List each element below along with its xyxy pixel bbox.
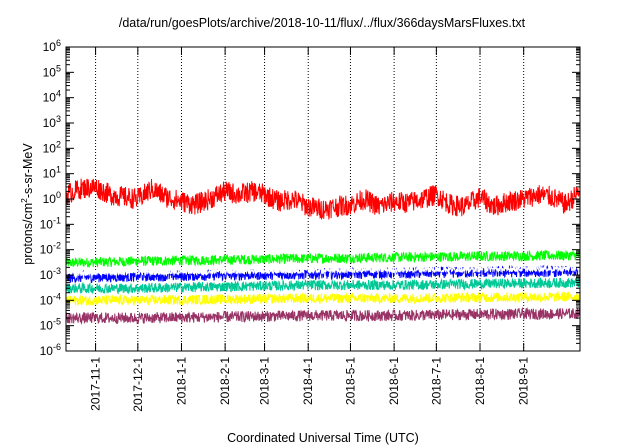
y-tick-label: 101 <box>43 165 61 181</box>
y-axis-label-base: protons/cm <box>21 203 35 265</box>
y-axis-label: protons/cm2-s-sr-MeV <box>19 143 35 265</box>
series-line <box>65 277 581 295</box>
y-tick-label: 10-2 <box>40 241 61 257</box>
x-tick-label: 2018-7-1 <box>429 357 443 405</box>
y-tick-label: 105 <box>43 63 61 79</box>
x-tick-label: 2017-12-1 <box>131 357 145 412</box>
y-tick-label: 10-1 <box>40 215 61 231</box>
series-line <box>65 178 581 221</box>
series-line <box>65 263 581 278</box>
series-layer <box>65 178 581 325</box>
y-tick-label: 10-3 <box>40 266 61 282</box>
x-tick-label: 2018-2-1 <box>218 357 232 405</box>
chart-title: /data/run/goesPlots/archive/2018-10-11/f… <box>119 16 526 30</box>
y-tick-label: 106 <box>43 38 61 54</box>
x-tick-label: 2018-5-1 <box>343 357 357 405</box>
x-tick-label: 2018-8-1 <box>473 357 487 405</box>
x-axis-label: Coordinated Universal Time (UTC) <box>227 431 419 445</box>
y-tick-label: 102 <box>43 139 61 155</box>
axis-layer: 10-6 10-5 10-4 10-3 10-2 10-1 100 101 102 103 104 1… <box>40 38 581 412</box>
x-tick-label: 2018-4-1 <box>301 357 315 405</box>
y-tick-label: 103 <box>43 114 61 130</box>
series-line <box>65 306 581 325</box>
y-axis-label-exponent: 2 <box>19 198 29 203</box>
y-tick-label: 100 <box>43 190 61 206</box>
x-tick-label: 2018-9-1 <box>517 357 531 405</box>
y-tick-label: 10-5 <box>40 317 61 333</box>
y-tick-label: 10-4 <box>40 291 61 307</box>
x-tick-label: 2018-3-1 <box>258 357 272 405</box>
x-tick-label: 2018-6-1 <box>387 357 401 405</box>
y-axis-label-rest: -s-sr-MeV <box>21 143 35 199</box>
x-tick-label: 2017-11-1 <box>89 357 103 411</box>
x-tick-label: 2018-1-1 <box>174 357 188 405</box>
y-tick-label: 10-6 <box>40 342 61 358</box>
series-line <box>65 249 581 268</box>
series-line <box>65 291 581 306</box>
y-tick-label: 104 <box>43 89 61 105</box>
